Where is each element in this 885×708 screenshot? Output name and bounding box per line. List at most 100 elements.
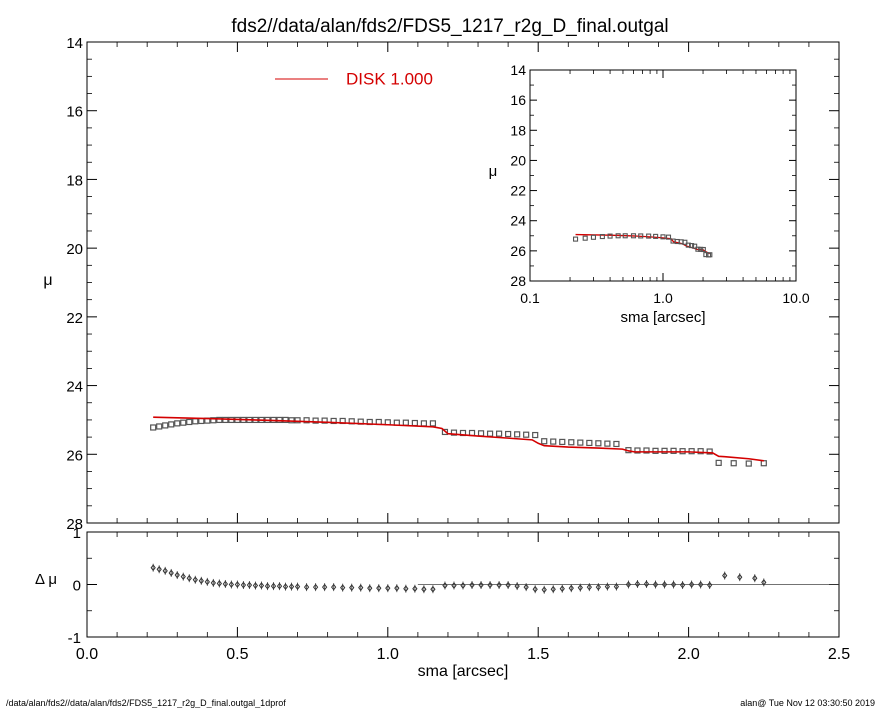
main-panel: 14 16 18 20 22 24 26 28 μ DISK 1.000 (43, 35, 840, 533)
data-point (303, 417, 310, 424)
data-point (586, 439, 593, 447)
residual-point (228, 581, 235, 588)
inset-plot-frame (529, 69, 797, 282)
x-tick-label: 1.0 (377, 646, 399, 663)
residual-y-tick-label: 0 (73, 578, 81, 595)
inset-y-ticks: 14 16 18 20 22 24 26 28 (510, 62, 796, 289)
inset-data-point (653, 233, 659, 239)
residual-point (403, 585, 409, 593)
data-point (577, 439, 584, 446)
residual-point (276, 582, 283, 590)
residual-point (496, 581, 502, 589)
inset-y-tick-label: 22 (510, 183, 526, 199)
x-tick-label: 2.0 (677, 646, 699, 663)
inset-data-point (695, 246, 701, 252)
inset-data-point (685, 242, 691, 248)
x-axis-label: sma [arcsec] (418, 663, 509, 680)
data-point (568, 439, 575, 446)
x-tick-label: 2.5 (828, 646, 850, 663)
inset-data-point (700, 246, 706, 253)
data-point (210, 417, 217, 424)
residual-point (174, 571, 180, 579)
residual-point (577, 584, 583, 592)
residual-point (234, 581, 241, 588)
residual-point (282, 583, 289, 591)
residual-point (150, 564, 156, 572)
residual-point (252, 582, 259, 589)
inset-model-line (575, 233, 711, 255)
inset-data-point (607, 233, 613, 239)
residual-point (586, 583, 592, 591)
inset-x-tick-label: 10.0 (782, 290, 809, 306)
residual-point (550, 585, 556, 593)
data-point (559, 438, 566, 446)
data-point (429, 420, 437, 427)
data-point (180, 419, 187, 426)
inset-data-point (599, 233, 605, 240)
data-point (411, 419, 418, 427)
data-point (523, 431, 530, 438)
residual-point (210, 579, 216, 587)
residual-point (412, 585, 418, 593)
inset-y-tick-label: 20 (510, 152, 526, 168)
data-point (697, 448, 704, 455)
data-point (330, 417, 337, 425)
residual-point (322, 583, 328, 591)
main-y-tick-label: 22 (66, 310, 83, 327)
residual-y-axis-label: Δ μ (35, 571, 57, 588)
main-y-ticks: 14 16 18 20 22 24 26 28 (66, 35, 839, 533)
residual-point (478, 581, 484, 589)
x-tick-label: 0.5 (226, 646, 248, 663)
residual-point (192, 576, 198, 584)
data-point (162, 422, 169, 429)
inset-y-tick-label: 14 (510, 62, 526, 78)
residual-point (216, 580, 222, 587)
residual-point (394, 584, 400, 592)
residual-point (204, 578, 210, 586)
residual-point (505, 581, 511, 589)
residual-point (634, 580, 641, 588)
residual-point (761, 578, 767, 586)
residual-point (643, 580, 650, 588)
residual-point (421, 585, 427, 593)
residual-point (568, 584, 574, 592)
residual-point (312, 583, 319, 591)
data-point (670, 447, 677, 454)
residual-point (222, 580, 228, 588)
main-model-line (153, 416, 764, 462)
data-point (222, 416, 229, 424)
inset-y-tick-label: 26 (510, 243, 526, 259)
data-point (745, 460, 752, 467)
data-point (706, 448, 713, 455)
inset-data-point (590, 234, 597, 240)
inset-data-point (665, 234, 672, 240)
residual-point (670, 581, 677, 588)
data-point (760, 460, 767, 467)
residual-point (240, 581, 247, 589)
x-tick-label: 1.5 (527, 646, 549, 663)
data-point (156, 423, 163, 430)
inset-data-point (692, 243, 698, 249)
residual-point (270, 582, 277, 590)
residual-markers (150, 563, 767, 594)
residual-point (349, 584, 355, 592)
residual-point (688, 581, 695, 588)
data-point (730, 460, 737, 467)
inset-x-ticks: 0.1 1.0 10.0 (520, 70, 810, 306)
inset-data-point (646, 233, 652, 239)
data-point (486, 430, 494, 437)
residual-point (340, 584, 346, 592)
residual-point (442, 582, 448, 589)
data-point (150, 424, 157, 431)
residual-point (288, 583, 295, 591)
residual-y-tick-label: -1 (68, 630, 81, 647)
data-point (661, 447, 668, 454)
data-point (550, 438, 557, 445)
residual-point (358, 584, 364, 592)
residual-point (451, 582, 457, 589)
residual-point (487, 581, 493, 589)
residual-y-tick-label: 1 (73, 525, 81, 542)
data-point (652, 447, 659, 454)
residual-point (367, 584, 373, 592)
residual-point (186, 574, 192, 582)
